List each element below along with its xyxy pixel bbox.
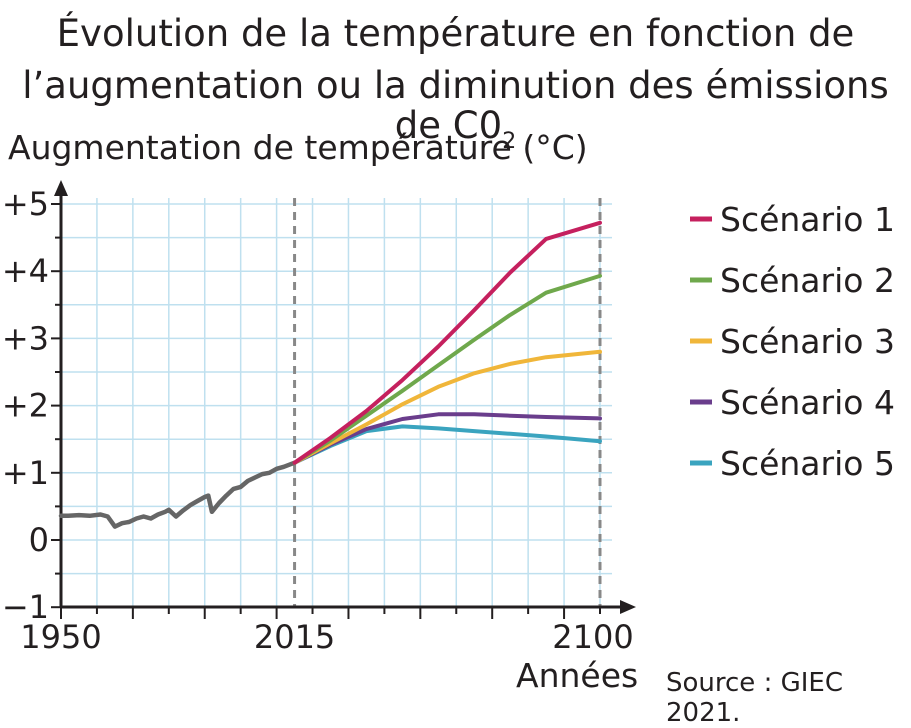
x-tick-label: 1950 bbox=[20, 618, 101, 656]
y-tick-label: +3 bbox=[2, 319, 49, 357]
y-tick-label: −1 bbox=[2, 588, 49, 626]
historical-line bbox=[58, 460, 297, 529]
legend-label-scenario-3: Scénario 3 bbox=[720, 322, 895, 361]
x-axis-label: Années bbox=[516, 656, 639, 695]
y-axis-label: Augmentation de température (°C) bbox=[8, 128, 588, 167]
series-line-scenario-3 bbox=[292, 349, 602, 465]
x-axis-arrow bbox=[620, 600, 636, 614]
tick-labels: −1 0 +1 +2 +3 +4 +5 1950 2015 2100 bbox=[2, 185, 634, 656]
y-tick-label: 0 bbox=[29, 521, 49, 559]
series-lines bbox=[58, 220, 602, 529]
chart-title-line1: Évolution de la température en fonction … bbox=[56, 12, 855, 55]
legend: Scénario 1 Scénario 2 Scénario 3 Scénario 4… bbox=[690, 200, 895, 483]
grid bbox=[61, 198, 612, 607]
y-tick-label: +2 bbox=[2, 387, 49, 425]
series-line-scenario-1 bbox=[292, 220, 602, 465]
legend-label-scenario-5: Scénario 5 bbox=[720, 444, 895, 483]
y-tick-label: +1 bbox=[2, 454, 49, 492]
chart-title-line2-text: l’augmentation ou la diminution des émis… bbox=[22, 64, 889, 147]
chart-title-subscript: 2 bbox=[502, 129, 517, 154]
legend-label-scenario-2: Scénario 2 bbox=[720, 261, 895, 300]
axes bbox=[51, 180, 636, 619]
series-line-scenario-4 bbox=[292, 412, 602, 465]
y-axis-arrow bbox=[54, 180, 68, 196]
x-tick-label: 2100 bbox=[552, 618, 633, 656]
legend-label-scenario-1: Scénario 1 bbox=[720, 200, 895, 239]
chart-title-line2: l’augmentation ou la diminution des émis… bbox=[0, 66, 911, 162]
reference-lines bbox=[293, 198, 602, 607]
y-tick-label: +5 bbox=[2, 185, 49, 223]
legend-label-scenario-4: Scénario 4 bbox=[720, 383, 895, 422]
y-tick-label: +4 bbox=[2, 252, 49, 290]
series-line-scenario-2 bbox=[292, 273, 602, 465]
x-tick-label: 2015 bbox=[254, 618, 335, 656]
